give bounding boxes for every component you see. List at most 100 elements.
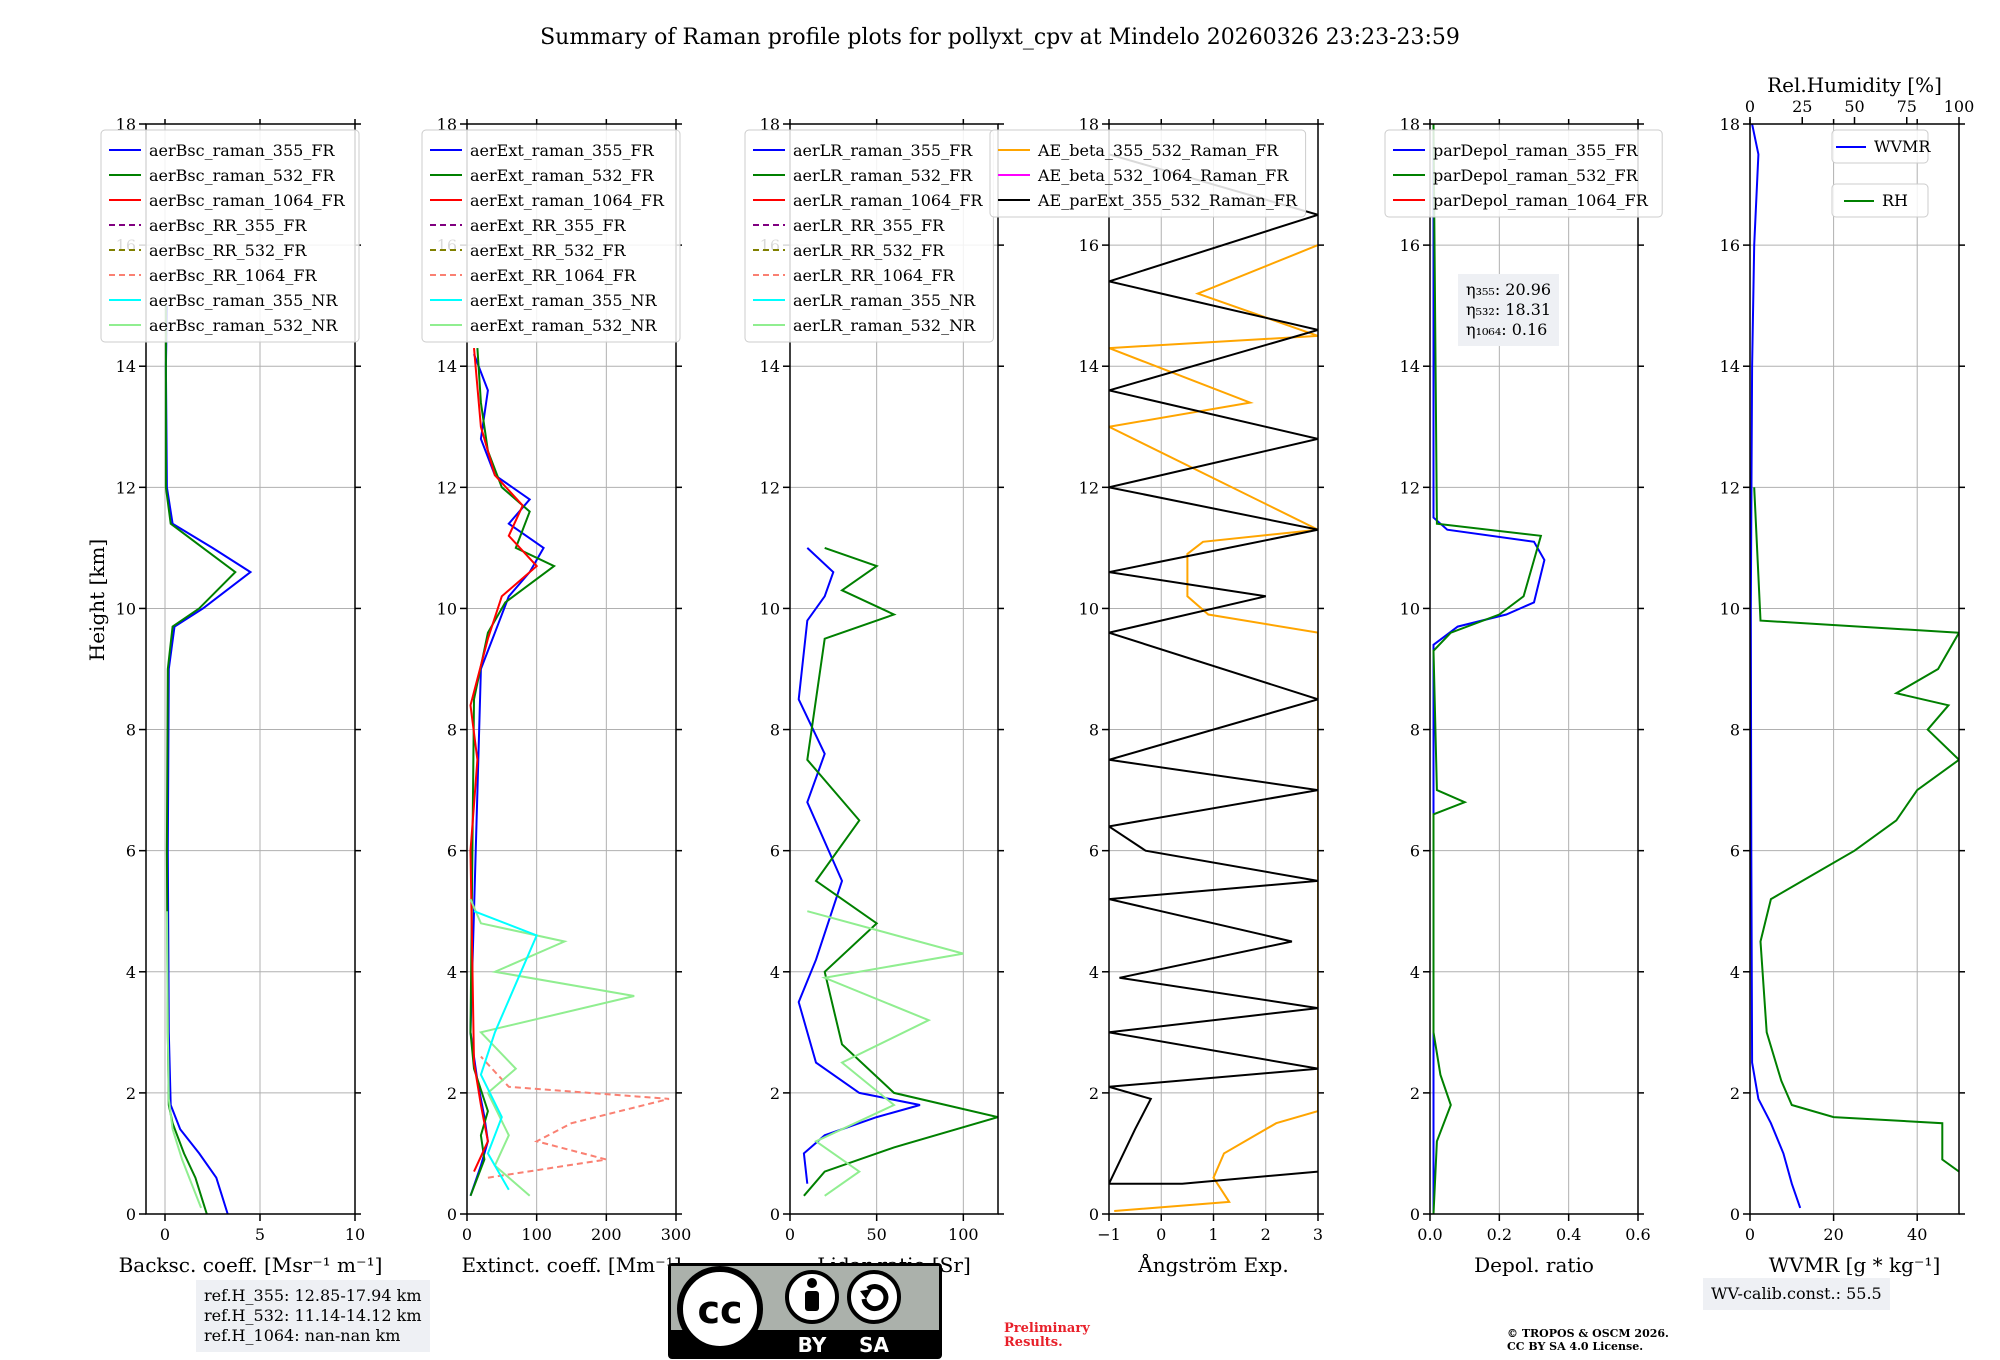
- x2-tick-label: 50: [1844, 97, 1864, 116]
- series-line-aerext-raman-355-fr: [469, 353, 545, 1197]
- x-axis-label: Extinct. coeff. [Mm⁻¹]: [461, 1253, 681, 1277]
- series-line-aerbsc-raman-532-fr: [164, 305, 237, 1214]
- series-line-aerlr-raman-532-fr: [803, 546, 998, 1197]
- legend-box: [989, 129, 1307, 218]
- legend-label: aerBsc_raman_355_NR: [149, 291, 338, 310]
- y-tick-label: 14: [760, 357, 780, 376]
- eta-532: η₅₃₂: 18.31: [1466, 300, 1552, 319]
- y-tick-label: 0: [1730, 1205, 1740, 1224]
- x-tick-label: 0: [785, 1225, 795, 1244]
- axes-frame: [145, 123, 356, 1215]
- y-tick-label: 0: [126, 1205, 136, 1224]
- y-tick-label: 14: [1400, 357, 1420, 376]
- y-tick-label: 14: [1720, 357, 1740, 376]
- legend-box: [100, 129, 360, 343]
- y-tick-label: 8: [1089, 721, 1099, 740]
- y-tick-label: 14: [1079, 357, 1099, 376]
- series-line-pardepol-raman-532-fr: [1432, 124, 1543, 1214]
- y-tick-label: 2: [1410, 1084, 1420, 1103]
- x-axis-label: Backsc. coeff. [Msr⁻¹ m⁻¹]: [119, 1253, 383, 1277]
- series-line-aerext-raman-355-nr: [473, 910, 539, 1191]
- series-line-ae-parext-355-532-raman-fr: [1109, 153, 1318, 1185]
- series-line-rh: [1753, 487, 1959, 1173]
- x-tick-label: 0.4: [1556, 1225, 1581, 1244]
- y-tick-label: 18: [437, 115, 457, 134]
- legend-label: aerBsc_raman_355_FR: [149, 141, 335, 160]
- series-group: [469, 348, 670, 1197]
- y-tick-label: 12: [1720, 478, 1740, 497]
- legend-label: parDepol_raman_532_FR: [1433, 166, 1639, 185]
- legend-label: aerBsc_raman_532_NR: [149, 316, 338, 335]
- wv-calib-text: WV-calib.const.: 55.5: [1711, 1284, 1882, 1303]
- series-line-wvmr: [1750, 124, 1802, 1209]
- series-group: [797, 546, 998, 1197]
- legend: aerExt_raman_355_FR aerExt_raman_532_FRae…: [421, 129, 681, 343]
- legend-label: aerBsc_RR_355_FR: [149, 216, 307, 235]
- y-tick-label: 12: [1079, 478, 1099, 497]
- x-tick-label: 1: [1208, 1225, 1218, 1244]
- axes-frame: [1749, 123, 1960, 1215]
- y-tick-label: 2: [126, 1084, 136, 1103]
- series-group: [1432, 124, 1546, 1214]
- y-tick-label: 8: [447, 721, 457, 740]
- x2-tick-label: 100: [1944, 97, 1975, 116]
- y-tick-label: 4: [1410, 963, 1420, 982]
- reference-height-box: ref.H_355: 12.85-17.94 km ref.H_532: 11.…: [196, 1280, 430, 1352]
- x-axis-label: Ångström Exp.: [1137, 1252, 1288, 1277]
- legend: AE_beta_355_532_Raman_FR AE_beta_532_1064…: [989, 129, 1307, 218]
- panel-ext: 0100200300024681012141618Extinct. coeff.…: [421, 115, 691, 1277]
- y-tick-label: 0: [770, 1205, 780, 1224]
- x-axis-label: WVMR [g * kg⁻¹]: [1769, 1253, 1941, 1277]
- legend-label: aerExt_raman_355_FR: [470, 141, 655, 160]
- legend-label: aerExt_RR_355_FR: [470, 216, 627, 235]
- legend-label: RH: [1882, 191, 1908, 210]
- y-tick-label: 12: [1400, 478, 1420, 497]
- x2-tick-label: 0: [1745, 97, 1755, 116]
- y-axis-label: Height [km]: [85, 539, 109, 661]
- series-line-aerlr-raman-532-nr: [807, 910, 964, 1197]
- x-tick-label: 0.2: [1487, 1225, 1512, 1244]
- y-tick-label: 2: [770, 1084, 780, 1103]
- y-tick-label: 10: [1400, 599, 1420, 618]
- y-tick-label: 4: [126, 963, 136, 982]
- legend: aerLR_raman_355_FR aerLR_raman_532_FR aerL…: [744, 129, 994, 343]
- legend-box: [1831, 129, 1929, 164]
- preliminary-line-2: Results.: [1004, 1335, 1063, 1350]
- legend-label: aerLR_RR_532_FR: [793, 241, 945, 260]
- y-tick-label: 18: [1400, 115, 1420, 134]
- y-tick-label: 2: [1089, 1084, 1099, 1103]
- x2-tick-label: 75: [1897, 97, 1917, 116]
- y-tick-label: 16: [1720, 236, 1740, 255]
- x-tick-label: −1: [1097, 1225, 1121, 1244]
- cc-by-sa-badge: cc BY SA: [668, 1263, 942, 1359]
- legend-label: aerExt_RR_1064_FR: [470, 266, 637, 285]
- panels-group: 0510024681012141618Backsc. coeff. [Msr⁻¹…: [100, 73, 1975, 1277]
- series-line-aerbsc-raman-532-nr: [165, 911, 203, 1209]
- x-tick-label: 0.6: [1625, 1225, 1650, 1244]
- legend-label: aerExt_raman_355_NR: [470, 291, 658, 310]
- series-group: [164, 305, 253, 1214]
- legend: aerBsc_raman_355_FR aerBsc_raman_532_FRae…: [100, 129, 360, 343]
- y-tick-label: 0: [1089, 1205, 1099, 1224]
- legend-label: aerBsc_RR_532_FR: [149, 241, 307, 260]
- y-tick-label: 8: [770, 721, 780, 740]
- axes-frame: [789, 123, 999, 1215]
- figure-title: Summary of Raman profile plots for polly…: [540, 25, 1460, 50]
- refh-355: ref.H_355: 12.85-17.94 km: [204, 1286, 422, 1305]
- y-tick-label: 10: [437, 599, 457, 618]
- refh-532: ref.H_532: 11.14-14.12 km: [204, 1306, 422, 1325]
- series-line-aerext-raman-1064-fr: [469, 348, 539, 1173]
- legend-label: parDepol_raman_1064_FR: [1433, 191, 1649, 210]
- y-tick-label: 6: [770, 842, 780, 861]
- y-tick-label: 16: [1400, 236, 1420, 255]
- y-tick-label: 2: [447, 1084, 457, 1103]
- legend-label: aerBsc_raman_1064_FR: [149, 191, 346, 210]
- legend-label: aerBsc_RR_1064_FR: [149, 266, 318, 285]
- y-tick-label: 4: [447, 963, 457, 982]
- legend-label: aerLR_raman_532_NR: [793, 316, 976, 335]
- preliminary-line-1: Preliminary: [1004, 1321, 1090, 1336]
- x-tick-label: 10: [345, 1225, 365, 1244]
- series-group: [1109, 153, 1318, 1212]
- series-group: [1750, 124, 1959, 1209]
